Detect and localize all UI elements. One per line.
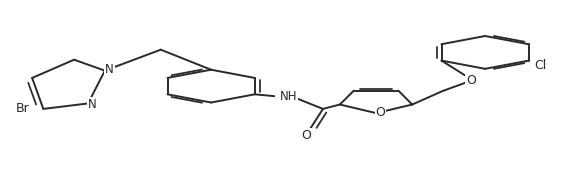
Text: O: O: [375, 106, 386, 119]
Text: NH: NH: [280, 90, 297, 103]
Text: O: O: [466, 74, 476, 87]
Text: N: N: [105, 63, 114, 76]
Text: O: O: [301, 129, 311, 142]
Text: Br: Br: [16, 102, 29, 115]
Text: N: N: [88, 98, 97, 111]
Text: Cl: Cl: [534, 59, 547, 72]
